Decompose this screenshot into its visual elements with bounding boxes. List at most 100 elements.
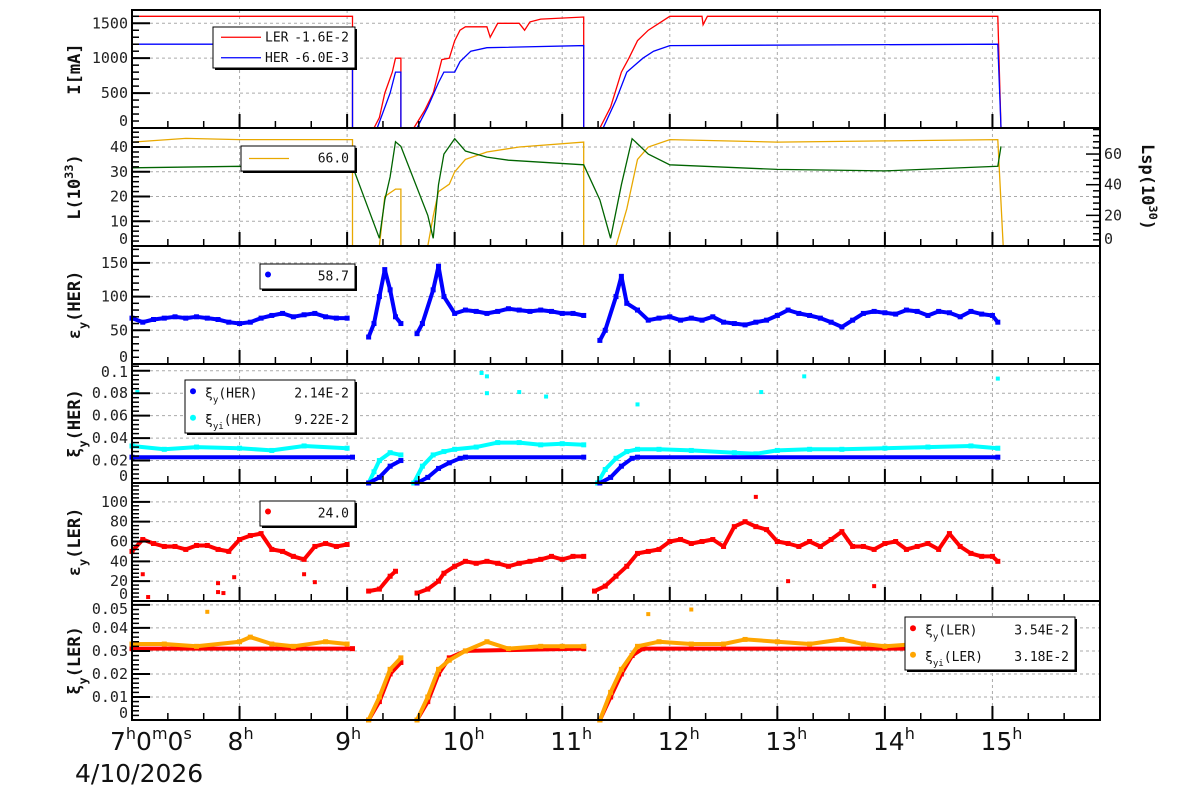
data-point: [366, 334, 372, 340]
outlier-point: [759, 390, 764, 395]
data-point: [436, 263, 442, 269]
x-tick-label: 10h: [443, 724, 485, 756]
data-point: [425, 474, 431, 480]
data-point: [398, 655, 404, 661]
outlier-point: [479, 370, 484, 375]
data-point: [457, 455, 463, 461]
outlier-point: [689, 607, 694, 612]
data-point: [936, 546, 942, 552]
series-band-ξy(HER): [598, 455, 998, 485]
data-point: [194, 444, 200, 450]
data-point: [742, 322, 748, 328]
data-point: [393, 314, 399, 320]
data-point: [635, 307, 641, 313]
outlier-point: [302, 572, 307, 577]
data-point: [629, 455, 635, 461]
data-point: [807, 312, 813, 318]
data-point: [366, 588, 372, 594]
legend-dot-marker: [910, 651, 916, 658]
panel-1-grid: [132, 10, 1100, 128]
outlier-point: [140, 572, 145, 577]
y-tick-label: 0: [119, 112, 128, 130]
data-point: [995, 558, 1001, 564]
outlier-point: [753, 494, 758, 499]
grid-layer: [132, 10, 1100, 720]
legend-dot-marker: [265, 271, 271, 278]
data-point: [393, 568, 399, 574]
x-tick-label: 13h: [765, 724, 807, 756]
data-point: [495, 308, 501, 314]
x-tick-label: 9h: [335, 724, 361, 756]
data-point: [204, 315, 210, 321]
data-point: [398, 321, 404, 327]
data-point: [645, 317, 651, 323]
y2-tick-label: 0: [1104, 230, 1113, 248]
data-point: [624, 300, 630, 306]
data-point: [333, 315, 339, 321]
data-point: [462, 648, 468, 654]
panel-2-legend: 66.0: [240, 145, 357, 173]
data-point: [925, 540, 931, 546]
legend-value: 3.54E-2: [1014, 623, 1069, 638]
data-point: [817, 543, 823, 549]
y-tick-label: 0.05: [92, 600, 128, 618]
panel-1-series: [132, 15, 1100, 129]
outlier-point: [216, 581, 221, 586]
legend-value: 66.0: [318, 152, 349, 167]
data-point: [839, 529, 845, 535]
legend-value: -1.6E-2: [294, 30, 349, 45]
data-point: [430, 452, 436, 458]
y-axis-title: ξy(LER): [65, 626, 90, 695]
y2-axis-title: Lsp(1030): [1137, 144, 1160, 230]
data-point: [608, 689, 614, 695]
data-point: [548, 308, 554, 314]
data-point: [785, 540, 791, 546]
data-point: [269, 641, 275, 647]
series-band-ξy(HER): [367, 458, 402, 485]
data-point: [989, 312, 995, 318]
legend-box: [184, 379, 356, 434]
data-point: [710, 314, 716, 320]
y-axis-title: L(1033): [62, 154, 85, 220]
data-point: [903, 546, 909, 552]
y-tick-label: 1500: [92, 14, 128, 32]
y-tick-label: 500: [101, 84, 128, 102]
series-band-ξyi(LER): [415, 639, 584, 721]
data-point: [871, 308, 877, 314]
legend-value: 2.14E-2: [294, 386, 349, 401]
data-point: [774, 447, 780, 453]
data-point: [602, 327, 608, 333]
data-point: [333, 543, 339, 549]
data-point: [656, 546, 662, 552]
series-band-0: [415, 264, 585, 335]
outlier-point: [517, 390, 522, 395]
data-point: [559, 556, 565, 562]
outlier-point: [484, 391, 489, 396]
data-point: [484, 558, 490, 564]
data-point: [731, 450, 737, 456]
series-band-0: [598, 274, 1000, 342]
data-point: [570, 310, 576, 316]
data-point: [387, 666, 393, 672]
data-point: [591, 588, 597, 594]
data-point: [527, 558, 533, 564]
data-point: [559, 310, 565, 316]
data-point: [828, 537, 834, 543]
data-point: [774, 312, 780, 318]
outlier-point: [312, 580, 317, 585]
y-tick-label: 30: [110, 163, 128, 181]
y-tick-label: 20: [110, 572, 128, 590]
data-point: [893, 539, 899, 545]
outlier-point: [544, 394, 549, 399]
data-point: [301, 443, 307, 449]
data-point: [387, 463, 393, 469]
data-point: [441, 570, 447, 576]
panel-6-legend: ξy(LER) 3.54E-2 ξyi(LER) 3.18E-2: [904, 616, 1077, 672]
data-point: [597, 337, 603, 343]
data-point: [312, 310, 318, 316]
x-tick-label: 11h: [550, 724, 592, 756]
data-point: [237, 321, 243, 327]
data-point: [516, 440, 522, 446]
data-point: [414, 331, 420, 337]
data-point: [140, 537, 146, 543]
